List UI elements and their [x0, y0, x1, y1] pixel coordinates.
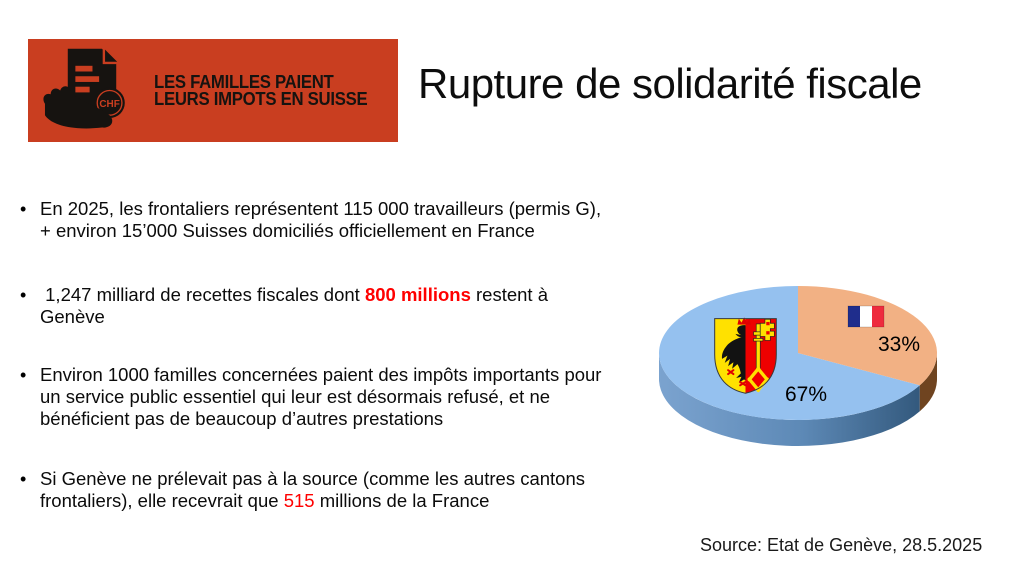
geneva-coat-of-arms-icon: [714, 317, 777, 394]
bullet-text-1: En 2025, les frontaliers représentent 11…: [40, 198, 602, 241]
bullet-item-2: • 1,247 milliard de recettes fiscales do…: [20, 284, 652, 328]
bullet-list: • En 2025, les frontaliers représentent …: [20, 198, 652, 512]
taxes-document-hand-icon: CHF: [43, 43, 125, 129]
pie-chart-svg: 67% 33%: [659, 286, 938, 447]
french-flag-icon: [847, 305, 885, 328]
bullet-text-4: Si Genève ne prélevait pas à la source (…: [40, 468, 586, 511]
bullet-item-3: • Environ 1000 familles concernées paien…: [20, 364, 652, 430]
badge-line-2: LEURS IMPOTS EN SUISSE: [154, 88, 368, 109]
page-title: Rupture de solidarité fiscale: [418, 60, 922, 107]
bullet-text-2: 1,247 milliard de recettes fiscales dont…: [40, 284, 548, 327]
pie-label-33: 33%: [878, 333, 920, 356]
bullet-dot: •: [20, 469, 27, 489]
pie-side-geneva: [659, 353, 920, 447]
badge-line-1: LES FAMILLES PAIENT: [154, 71, 334, 92]
pie-chart: 67% 33%: [645, 278, 945, 458]
pie-side-france: [919, 353, 937, 412]
pie-slice-france: [798, 286, 938, 386]
pie-label-67: 67%: [785, 383, 827, 406]
highlight-800-millions: 800 millions: [364, 284, 471, 305]
source-caption: Source: Etat de Genève, 28.5.2025: [700, 535, 983, 555]
bullet-dot: •: [20, 199, 27, 219]
bullet-item-1: • En 2025, les frontaliers représentent …: [20, 198, 652, 242]
header-badge: CHF LES FAMILLES PAIENT LEURS IMPOTS EN …: [28, 39, 398, 142]
bullet-text-3: Environ 1000 familles concernées paient …: [40, 364, 602, 429]
bullet-dot: •: [20, 285, 27, 305]
highlight-515: 515: [283, 490, 315, 511]
bullet-dot: •: [20, 365, 27, 385]
bullet-item-4: • Si Genève ne prélevait pas à la source…: [20, 468, 652, 512]
coin-label: CHF: [99, 99, 120, 110]
